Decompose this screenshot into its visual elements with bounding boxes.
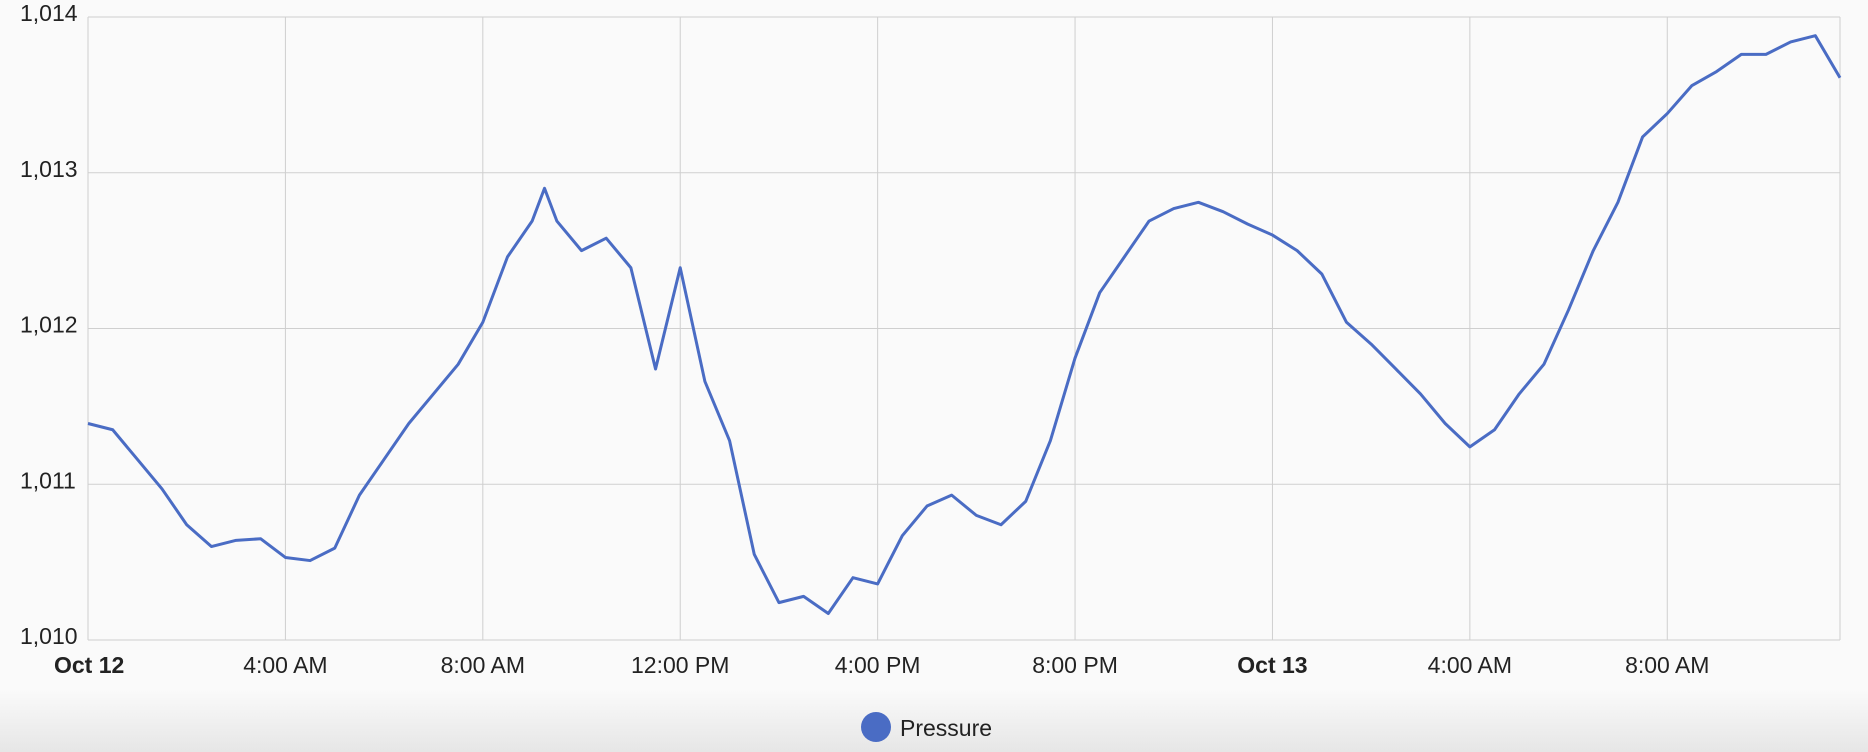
labels: 1,010 1,011 1,012 1,013 1,014 Oct 12 4:00 AM 8:… bbox=[20, 0, 1709, 678]
y-tick-label: 1,012 bbox=[20, 312, 78, 338]
y-tick-label: 1,011 bbox=[20, 467, 76, 493]
plot bbox=[87, 34, 1842, 616]
x-tick-label: 12:00 PM bbox=[631, 652, 729, 678]
x-tick-label: Oct 12 bbox=[54, 652, 124, 678]
legend-band bbox=[0, 690, 1868, 752]
y-tick-label: 1,014 bbox=[20, 0, 78, 26]
x-tick-label: 8:00 PM bbox=[1032, 652, 1118, 678]
legend[interactable]: Pressure bbox=[861, 712, 992, 742]
x-tick-label: 8:00 AM bbox=[1625, 652, 1709, 678]
line-series bbox=[87, 34, 1842, 616]
grid bbox=[87, 16, 1841, 641]
x-tick-label: 4:00 PM bbox=[835, 652, 921, 678]
y-tick-label: 1,013 bbox=[20, 156, 78, 182]
x-tick-label: 8:00 AM bbox=[441, 652, 525, 678]
x-tick-label: 4:00 AM bbox=[1428, 652, 1512, 678]
x-tick-label: Oct 13 bbox=[1237, 652, 1307, 678]
x-tick-label: 4:00 AM bbox=[243, 652, 327, 678]
legend-label[interactable]: Pressure bbox=[900, 715, 992, 741]
legend-swatch[interactable] bbox=[861, 712, 891, 742]
y-tick-label: 1,010 bbox=[20, 623, 78, 649]
